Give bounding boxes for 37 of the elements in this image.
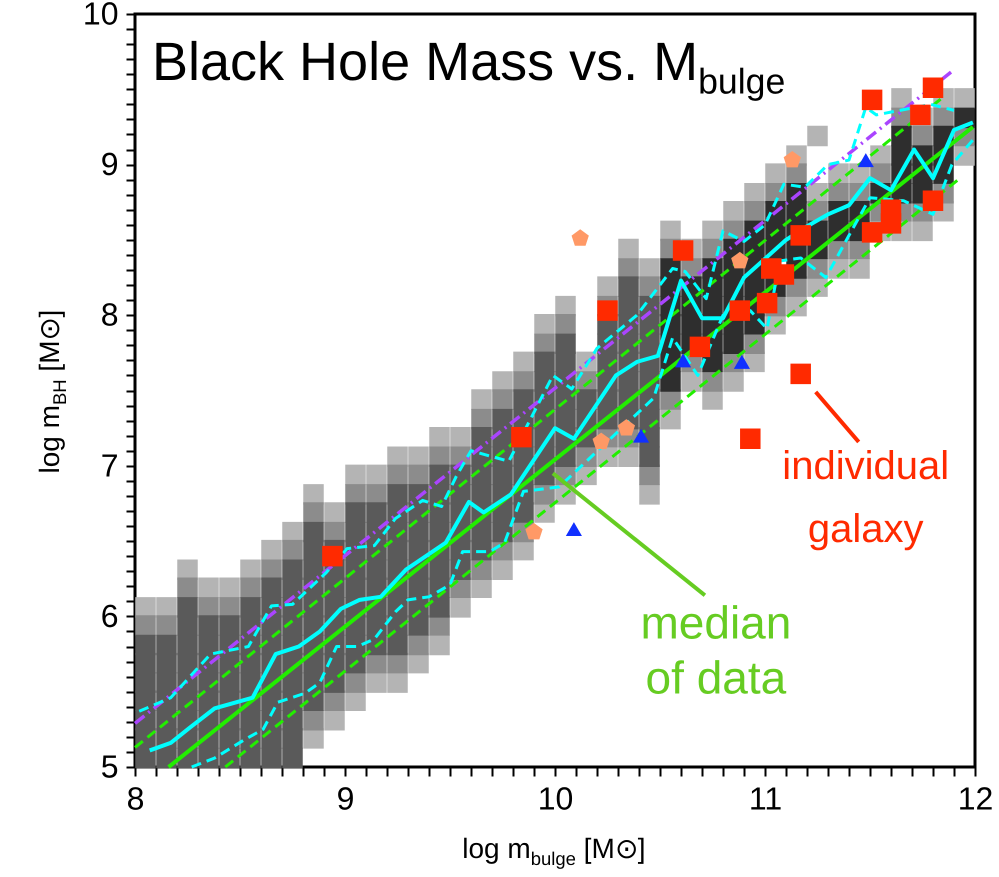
point <box>880 213 902 234</box>
point <box>790 364 811 384</box>
y-tick-label: 7 <box>100 447 118 484</box>
point <box>891 126 912 146</box>
point <box>862 90 882 110</box>
y-tick-label: 10 <box>82 0 118 32</box>
point <box>618 419 636 436</box>
y-tick-label: 8 <box>100 296 118 333</box>
x-tick-label: 11 <box>748 780 782 816</box>
x-tick-label: 10 <box>538 780 574 816</box>
point <box>730 300 750 321</box>
point <box>922 190 944 211</box>
y-axis-title: log mBH [M⊙] <box>34 310 70 474</box>
point <box>597 300 618 321</box>
point <box>672 240 694 261</box>
point <box>790 225 811 246</box>
y-tick-label: 6 <box>100 598 118 634</box>
annotation: individual galaxy <box>782 444 950 551</box>
y-tick-label: 9 <box>100 146 118 182</box>
x-tick-label: 9 <box>336 780 354 816</box>
point <box>910 104 931 126</box>
point <box>690 336 710 358</box>
point <box>774 264 794 285</box>
point <box>572 229 589 246</box>
x-tick-label: 8 <box>126 780 144 816</box>
point <box>922 78 944 98</box>
point <box>322 546 343 566</box>
point <box>862 222 882 243</box>
y-tick-label: 5 <box>100 748 118 784</box>
point <box>525 522 543 540</box>
point <box>740 428 761 449</box>
point <box>858 153 874 168</box>
annotation: median of data <box>640 596 792 704</box>
point <box>756 292 778 314</box>
point <box>723 334 744 354</box>
x-tick-label: 12 <box>958 780 994 816</box>
point <box>566 522 582 536</box>
